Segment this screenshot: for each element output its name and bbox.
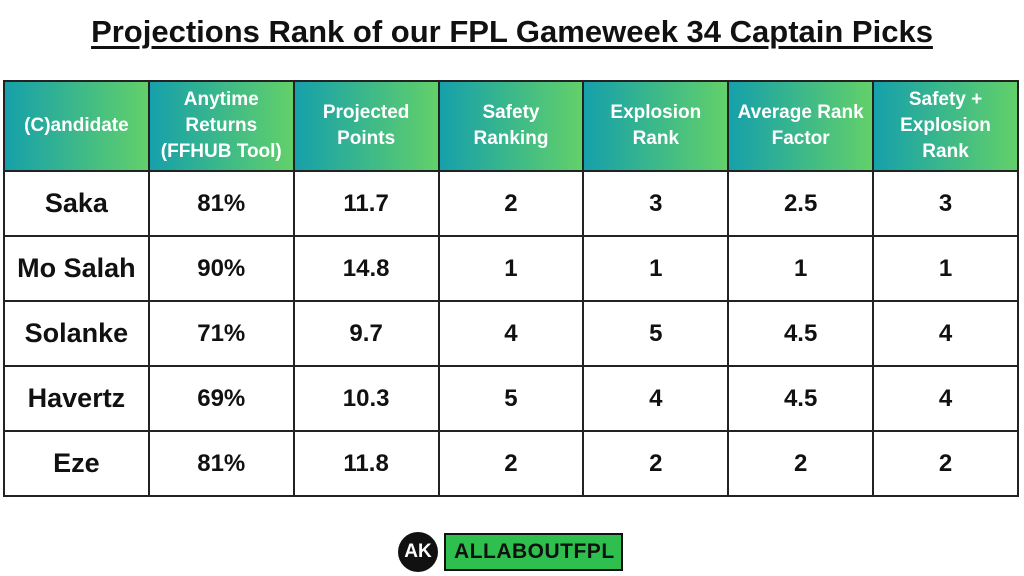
table-cell: 10.3 bbox=[292, 365, 440, 432]
candidate-name: Havertz bbox=[3, 365, 150, 432]
table-cell: 4.5 bbox=[727, 365, 875, 432]
table-cell: 4 bbox=[582, 365, 730, 432]
table-cell: 69% bbox=[147, 365, 295, 432]
table-cell: 2.5 bbox=[727, 170, 875, 237]
table-cell: 2 bbox=[437, 170, 585, 237]
footer: AK ALLABOUTFPL bbox=[398, 532, 623, 572]
table-row: Havertz 69% 10.3 5 4 4.5 4 bbox=[3, 365, 1019, 432]
table-cell: 1 bbox=[437, 235, 585, 302]
table: (C)andidate Anytime Returns (FFHUB Tool) P… bbox=[3, 80, 1019, 497]
table-cell: 11.7 bbox=[292, 170, 440, 237]
table-row: Mo Salah 90% 14.8 1 1 1 1 bbox=[3, 235, 1019, 302]
table-cell: 1 bbox=[582, 235, 730, 302]
column-header: Explosion Rank bbox=[582, 80, 730, 172]
logo-mark: AK bbox=[398, 532, 438, 572]
table-cell: 2 bbox=[727, 430, 875, 497]
table-cell: 2 bbox=[582, 430, 730, 497]
table-cell: 4 bbox=[872, 300, 1019, 367]
table-cell: 4 bbox=[437, 300, 585, 367]
candidate-name: Eze bbox=[3, 430, 150, 497]
table-cell: 4 bbox=[872, 365, 1019, 432]
column-header: Safety Ranking bbox=[437, 80, 585, 172]
table-cell: 14.8 bbox=[292, 235, 440, 302]
table-cell: 9.7 bbox=[292, 300, 440, 367]
table-cell: 2 bbox=[872, 430, 1019, 497]
table-cell: 81% bbox=[147, 430, 295, 497]
table-row: Eze 81% 11.8 2 2 2 2 bbox=[3, 430, 1019, 497]
table-cell: 11.8 bbox=[292, 430, 440, 497]
column-header: Average Rank Factor bbox=[727, 80, 875, 172]
brand: ALLABOUTFPL bbox=[444, 533, 623, 571]
candidate-name: Mo Salah bbox=[3, 235, 150, 302]
table-cell: 2 bbox=[437, 430, 585, 497]
table-cell: 3 bbox=[582, 170, 730, 237]
table-cell: 5 bbox=[437, 365, 585, 432]
table-cell: 71% bbox=[147, 300, 295, 367]
table-cell: 1 bbox=[872, 235, 1019, 302]
table-row: Solanke 71% 9.7 4 5 4.5 4 bbox=[3, 300, 1019, 367]
table-head: (C)andidate Anytime Returns (FFHUB Tool) P… bbox=[3, 80, 1019, 172]
table-cell: 5 bbox=[582, 300, 730, 367]
table-cell: 3 bbox=[872, 170, 1019, 237]
column-header: Safety + Explosion Rank bbox=[872, 80, 1019, 172]
table-cell: 1 bbox=[727, 235, 875, 302]
table-cell: 90% bbox=[147, 235, 295, 302]
column-header: Projected Points bbox=[292, 80, 440, 172]
candidate-name: Solanke bbox=[3, 300, 150, 367]
candidate-name: Saka bbox=[3, 170, 150, 237]
table-cell: 4.5 bbox=[727, 300, 875, 367]
column-header: Anytime Returns (FFHUB Tool) bbox=[147, 80, 295, 172]
table-body: Saka 81% 11.7 2 3 2.5 3 Mo Salah 90% 14.8 1 1 1 1 Sola… bbox=[3, 170, 1019, 497]
header-row: (C)andidate Anytime Returns (FFHUB Tool) P… bbox=[3, 80, 1019, 172]
table-row: Saka 81% 11.7 2 3 2.5 3 bbox=[3, 170, 1019, 237]
column-header: (C)andidate bbox=[3, 80, 150, 172]
title: Projections Rank of our FPL Gameweek 34 … bbox=[91, 14, 933, 49]
table-cell: 81% bbox=[147, 170, 295, 237]
